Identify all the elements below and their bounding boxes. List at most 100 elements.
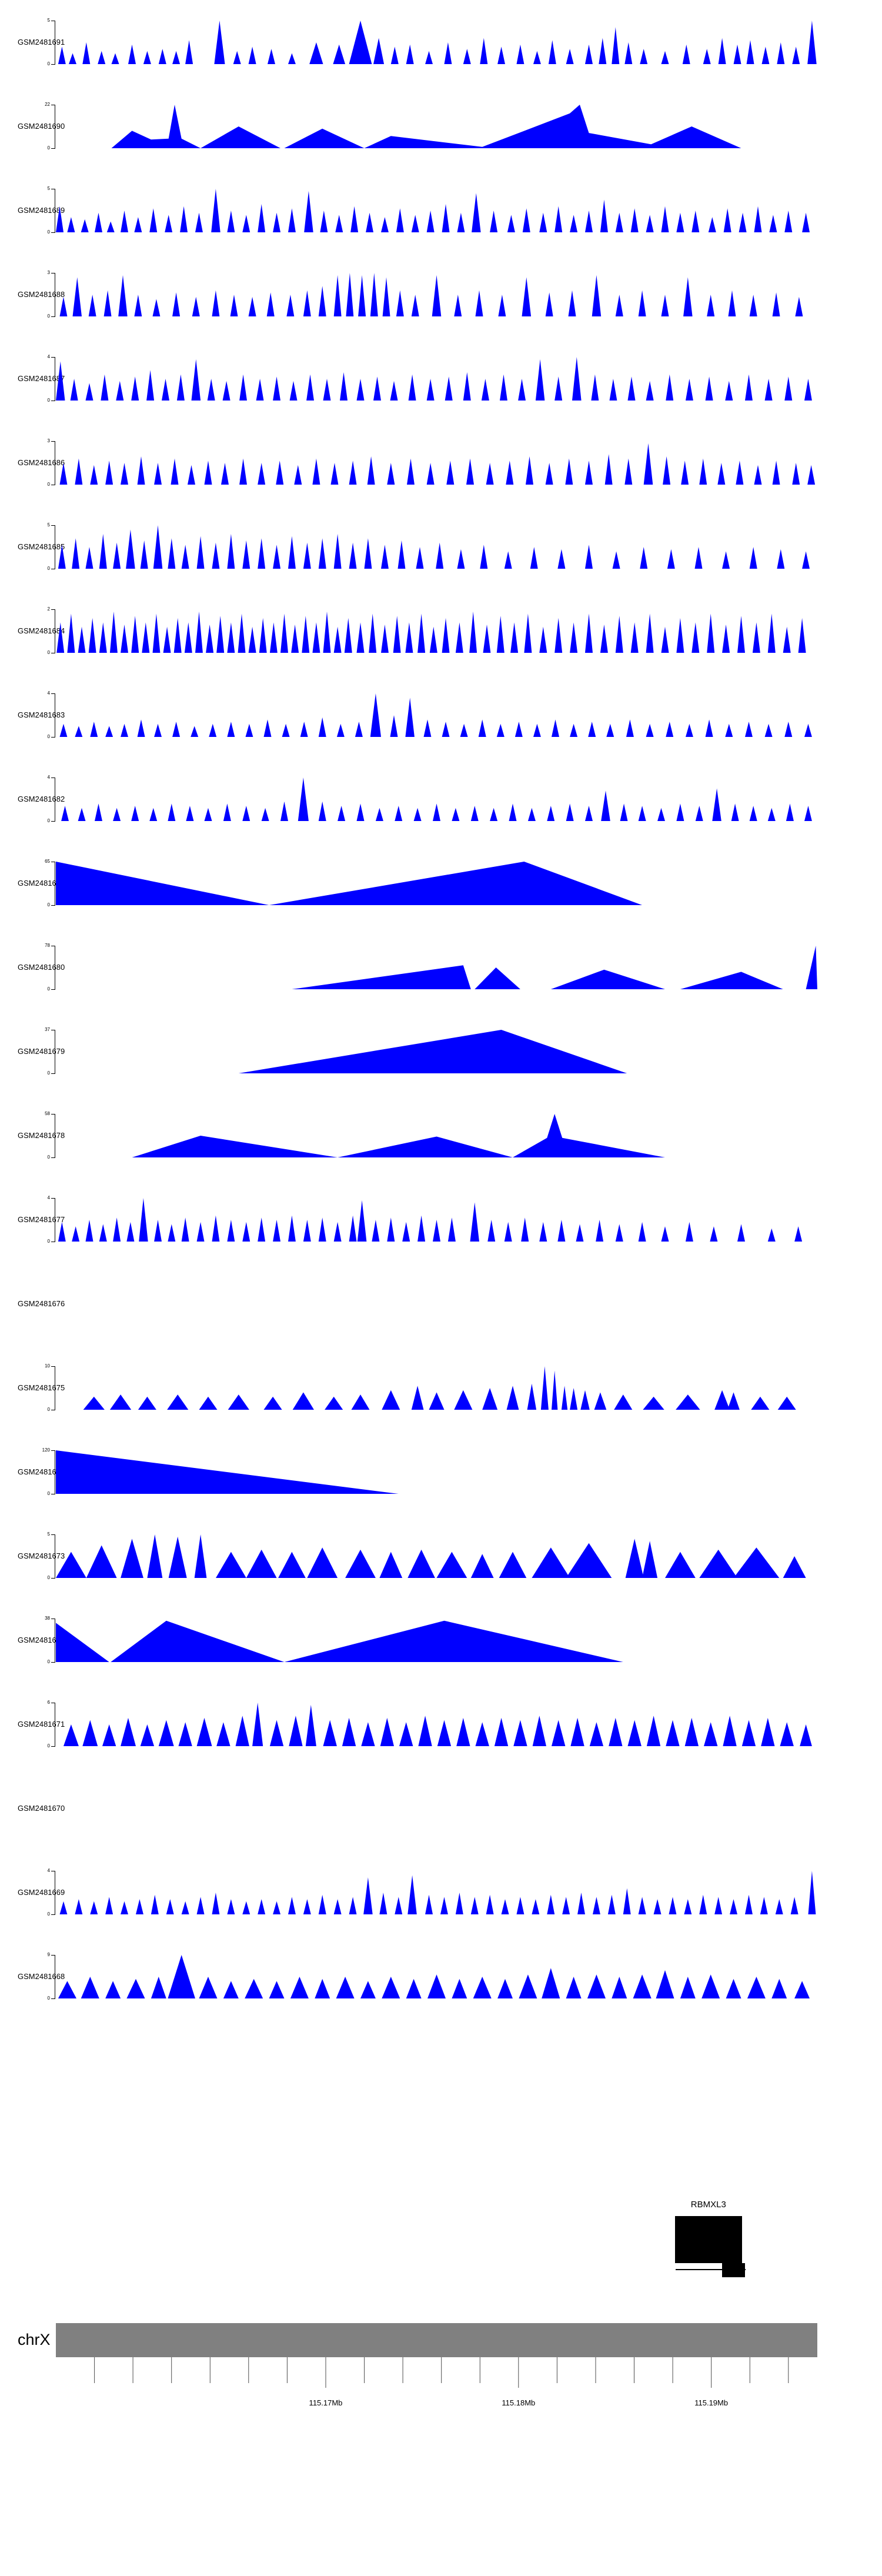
- track-ymin-label: 0: [47, 1491, 50, 1496]
- track-ymin-label: 0: [47, 650, 50, 655]
- track-yaxis-tick-max: [51, 1114, 55, 1115]
- track-label: GSM2481679: [18, 1047, 65, 1056]
- track-ymin-label: 0: [47, 1070, 50, 1076]
- signal-polygons: [56, 1620, 623, 1662]
- track-row: GSM2481690 22 0: [0, 84, 882, 168]
- track-ymin-label: 0: [47, 145, 50, 151]
- track-row: GSM2481681 65 0: [0, 841, 882, 925]
- track-ymax-label: 4: [47, 1195, 50, 1200]
- track-ymax-label: 38: [45, 1616, 50, 1621]
- track-row: GSM2481680 78 0: [0, 925, 882, 1009]
- track-row: GSM2481691 5 0: [0, 0, 882, 84]
- track-yaxis-tick-zero: [51, 1998, 55, 1999]
- track-label: GSM2481683: [18, 710, 65, 719]
- track-ymax-label: 37: [45, 1027, 50, 1032]
- track-yaxis-tick-zero: [51, 1157, 55, 1158]
- track-ymin-label: 0: [47, 734, 50, 739]
- track-signal: [56, 862, 643, 905]
- track-row: GSM2481670: [0, 1766, 882, 1850]
- track-row: GSM2481668 9 0: [0, 1934, 882, 2018]
- axis-coordinate-label: 115.19Mb: [694, 2398, 729, 2407]
- track-label: GSM2481680: [18, 963, 65, 972]
- signal-polygons: [58, 1955, 810, 1998]
- signal-polygons: [58, 1198, 803, 1242]
- track-row: GSM2481676: [0, 1262, 882, 1346]
- track-row: GSM2481672 38 0: [0, 1598, 882, 1682]
- track-signal: [56, 189, 810, 232]
- track-ymax-label: 5: [47, 522, 50, 528]
- track-ymin-label: 0: [47, 818, 50, 823]
- track-yaxis-tick-max: [51, 1366, 55, 1367]
- track-signal: [61, 778, 812, 821]
- track-ymax-label: 4: [47, 690, 50, 696]
- track-yaxis-tick-zero: [51, 989, 55, 990]
- track-signal: [64, 1703, 812, 1746]
- chromosome-bar: [56, 2323, 817, 2357]
- track-ymax-label: 5: [47, 18, 50, 23]
- track-label: GSM2481677: [18, 1215, 65, 1224]
- track-label: GSM2481682: [18, 795, 65, 803]
- track-yaxis-tick-zero: [51, 905, 55, 906]
- track-label: GSM2481687: [18, 374, 65, 383]
- track-yaxis-tick-max: [51, 525, 55, 526]
- gene-exon-box: [674, 2216, 742, 2263]
- track-yaxis-tick-max: [51, 693, 55, 694]
- track-ymin-label: 0: [47, 1659, 50, 1664]
- track-signal: [59, 443, 816, 485]
- track-yaxis-tick-zero: [51, 316, 55, 317]
- track-row: GSM2481685 5 0: [0, 505, 882, 589]
- track-row: GSM2481677 4 0: [0, 1177, 882, 1262]
- track-row: GSM2481673 5 0: [0, 1514, 882, 1598]
- track-ymin-label: 0: [47, 566, 50, 571]
- track-label: GSM2481686: [18, 458, 65, 467]
- track-label: GSM2481691: [18, 38, 65, 46]
- track-row: GSM2481679 37 0: [0, 1009, 882, 1093]
- track-signal: [59, 273, 803, 316]
- signal-polygons: [56, 1534, 806, 1578]
- track-yaxis-tick-max: [51, 441, 55, 442]
- track-signal: [58, 1198, 803, 1242]
- track-yaxis-tick-max: [51, 1198, 55, 1199]
- signal-polygons: [61, 778, 812, 821]
- track-label: GSM2481672: [18, 1636, 65, 1644]
- track-ymax-label: 3: [47, 270, 50, 275]
- track-yaxis-tick-zero: [51, 1073, 55, 1074]
- signal-polygons: [64, 1703, 812, 1746]
- signal-polygons: [59, 273, 803, 316]
- track-yaxis-tick-zero: [51, 64, 55, 65]
- track-label: GSM2481688: [18, 290, 65, 299]
- track-yaxis-tick-zero: [51, 821, 55, 822]
- track-ymin-label: 0: [47, 986, 50, 992]
- track-signal: [111, 105, 741, 148]
- track-row: GSM2481683 4 0: [0, 673, 882, 757]
- track-label: GSM2481674: [18, 1467, 65, 1476]
- axis-coordinate-label: 115.18Mb: [502, 2398, 536, 2407]
- track-signal: [83, 1366, 796, 1410]
- track-ymin-label: 0: [47, 1154, 50, 1160]
- track-signal: [58, 1955, 810, 1998]
- track-ymax-label: 3: [47, 438, 50, 443]
- track-label: GSM2481668: [18, 1972, 65, 1981]
- track-ymax-label: 78: [45, 943, 50, 948]
- axis-ticks: [94, 2357, 789, 2388]
- track-ymax-label: 9: [47, 1952, 50, 1957]
- track-row: GSM2481689 5 0: [0, 168, 882, 252]
- signal-polygons: [111, 105, 741, 148]
- signal-polygons: [59, 693, 812, 737]
- track-yaxis-tick-zero: [51, 1578, 55, 1579]
- track-signal: [56, 1620, 623, 1662]
- track-ymax-label: 2: [47, 606, 50, 612]
- track-row: GSM2481688 3 0: [0, 252, 882, 336]
- track-row: GSM2481678 58 0: [0, 1093, 882, 1177]
- track-signal: [56, 1534, 806, 1578]
- gene-name-label: RBMXL3: [690, 2200, 726, 2210]
- track-signal: [292, 946, 817, 989]
- track-ymin-label: 0: [47, 1996, 50, 2001]
- track-label: GSM2481675: [18, 1383, 65, 1392]
- track-label: GSM2481673: [18, 1551, 65, 1560]
- signal-polygons: [56, 611, 806, 653]
- track-label: GSM2481689: [18, 206, 65, 215]
- track-ymin-label: 0: [47, 902, 50, 907]
- track-yaxis-tick-max: [51, 1955, 55, 1956]
